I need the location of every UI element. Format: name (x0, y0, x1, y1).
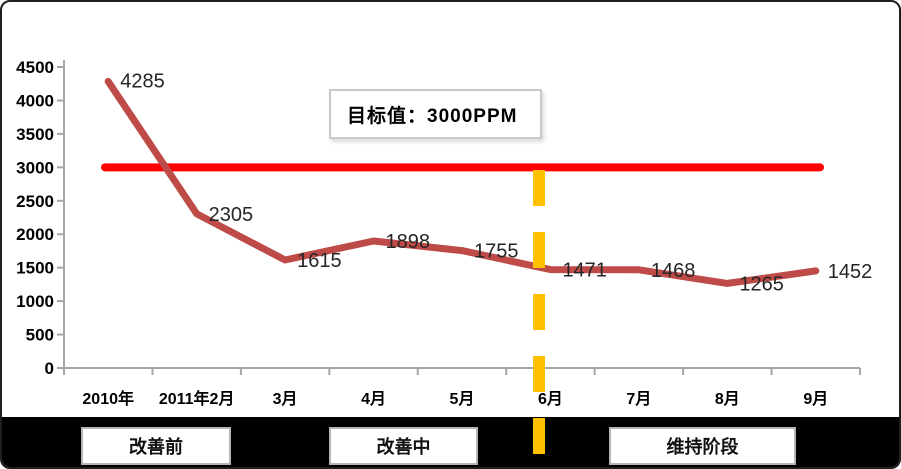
data-point-label: 1615 (297, 250, 342, 272)
y-tick-label: 3500 (16, 125, 54, 144)
plot-svg: 0 500 1000 1500 2000 2500 3000 3500 4000 4500 2010… (16, 58, 873, 408)
data-point-label: 1468 (651, 260, 696, 282)
y-tick-label: 2500 (16, 192, 54, 211)
data-point-label: 1898 (386, 231, 431, 253)
y-tick-label: 2000 (16, 225, 54, 244)
data-point-label: 1452 (828, 261, 873, 283)
divider-dashed-line (533, 170, 545, 460)
phase-box-before: 改善前 (81, 427, 231, 465)
target-value-label: 目标值：3000PPM (347, 105, 518, 127)
x-tick-label: 9月 (803, 390, 828, 408)
y-tick-label: 4500 (16, 58, 54, 77)
phase-box-maintain: 维持阶段 (609, 427, 796, 465)
x-tick-label: 5月 (450, 390, 475, 408)
y-tick-label: 500 (26, 326, 54, 345)
phase-label-during: 改善中 (376, 437, 431, 457)
x-tick-label: 3月 (273, 390, 298, 408)
y-tick-label: 3000 (16, 158, 54, 177)
data-point-label: 1755 (474, 241, 519, 263)
x-tick-label: 2010年 (82, 389, 134, 408)
x-tick-label: 8月 (715, 390, 740, 408)
x-tick-label: 4月 (361, 390, 386, 408)
data-point-label: 4285 (120, 70, 165, 92)
data-point-label: 1265 (739, 273, 784, 295)
data-point-label: 2305 (209, 204, 254, 226)
phase-label-maintain: 维持阶段 (666, 437, 739, 457)
y-tick-label: 4000 (16, 91, 54, 110)
data-point-label: 1471 (562, 260, 607, 282)
y-tick-label: 1000 (16, 292, 54, 311)
phase-strip: 改善前 改善中 维持阶段 (2, 417, 899, 467)
x-tick-label: 7月 (626, 390, 651, 408)
y-tick-label: 0 (45, 359, 54, 378)
phase-box-during: 改善中 (329, 427, 478, 465)
y-tick-label: 1500 (16, 259, 54, 278)
x-tick-label: 2011年2月 (159, 389, 235, 408)
target-value-box: 目标值：3000PPM (329, 89, 542, 139)
phase-label-before: 改善前 (129, 437, 183, 457)
data-series-line (104, 77, 820, 287)
